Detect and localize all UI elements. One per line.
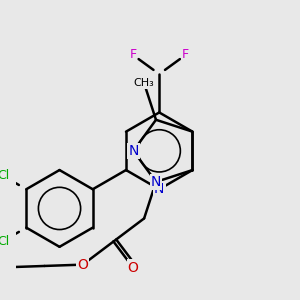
Text: F: F <box>129 48 137 62</box>
Text: O: O <box>77 258 88 272</box>
Text: N: N <box>151 175 161 189</box>
Text: Cl: Cl <box>0 169 9 182</box>
Text: CH₃: CH₃ <box>134 78 154 88</box>
Text: N: N <box>154 182 164 196</box>
Text: F: F <box>182 48 189 62</box>
Text: Cl: Cl <box>0 235 9 248</box>
Text: O: O <box>128 261 139 274</box>
Text: N: N <box>128 144 139 158</box>
